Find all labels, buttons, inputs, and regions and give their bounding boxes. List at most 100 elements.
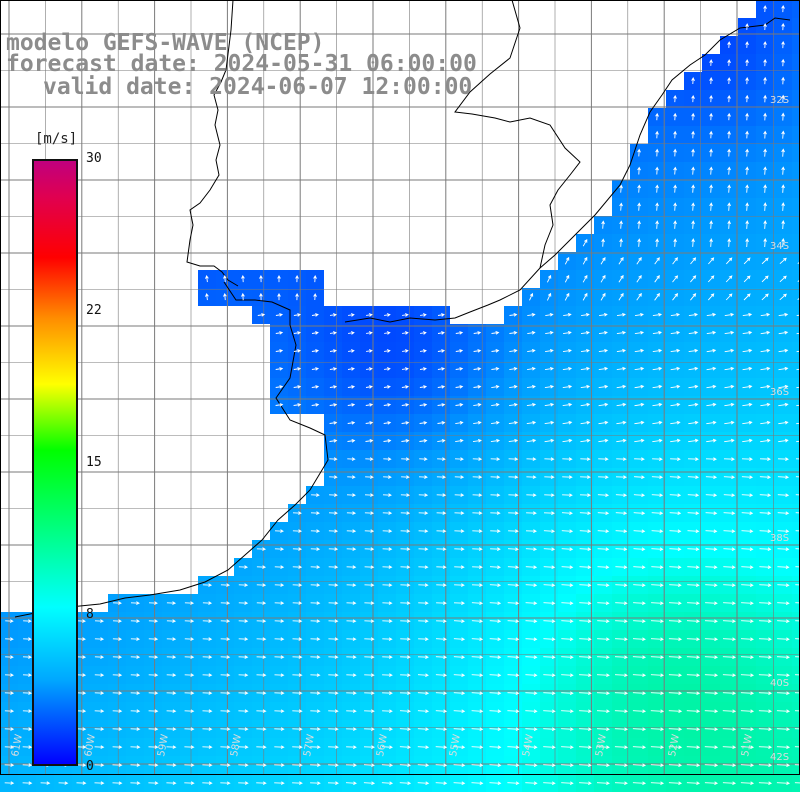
wind-arrow (455, 349, 464, 353)
wind-arrow (274, 619, 285, 623)
wind-arrow (238, 583, 249, 587)
wind-arrow (705, 565, 718, 570)
wind-arrow (564, 274, 570, 283)
wind-arrow (166, 601, 177, 605)
wind-arrow (722, 691, 737, 696)
wind-arrow (490, 475, 501, 479)
wind-arrow (508, 475, 519, 479)
wind-arrow (561, 547, 574, 552)
wind-arrow (202, 763, 213, 767)
wind-arrow (544, 402, 555, 407)
wind-arrow (112, 637, 123, 641)
wind-arrow (632, 745, 647, 750)
wind-arrow (722, 673, 737, 678)
wind-arrow (633, 529, 646, 534)
wind-arrow (256, 547, 267, 551)
wind-arrow (148, 709, 159, 713)
wind-arrow (489, 781, 502, 786)
wind-arrow (184, 673, 195, 677)
wind-arrow (724, 438, 735, 443)
wind-arrow (241, 274, 245, 283)
wind-arrow (580, 475, 591, 479)
wind-arrow (614, 691, 629, 696)
wind-arrow (329, 385, 338, 389)
wind-arrow (525, 745, 538, 750)
wind-arrow (634, 366, 645, 371)
wind-arrow (760, 348, 771, 353)
wind-arrow (704, 655, 719, 660)
wind-arrow (634, 420, 645, 425)
wind-speed-cell (792, 414, 800, 432)
wind-arrow (238, 619, 249, 623)
wind-arrow (709, 220, 713, 229)
wind-arrow (763, 76, 767, 85)
wind-arrow (274, 781, 285, 785)
wind-arrow (745, 166, 749, 175)
wind-arrow (655, 148, 659, 157)
wind-arrow (688, 384, 699, 389)
wind-arrow (759, 475, 772, 480)
wind-arrow (419, 457, 428, 461)
wind-arrow (670, 420, 681, 425)
wind-arrow (220, 709, 231, 713)
longitude-label: 58W (229, 733, 244, 757)
wind-speed-cell (792, 162, 800, 180)
wind-arrow (346, 511, 357, 515)
map-title-model: modelo GEFS-WAVE (NCEP) (6, 30, 325, 56)
wind-arrow (687, 493, 700, 498)
wind-arrow (453, 619, 465, 624)
wind-arrow (76, 745, 87, 749)
wind-arrow (437, 313, 445, 317)
wind-arrow (579, 565, 592, 570)
wind-arrow (763, 130, 767, 139)
wind-arrow (166, 727, 177, 731)
wind-arrow (651, 601, 664, 606)
wind-arrow (598, 384, 609, 389)
wind-arrow (740, 691, 755, 696)
wind-arrow (632, 637, 646, 642)
wind-arrow (293, 331, 302, 335)
wind-arrow (669, 565, 682, 570)
wind-arrow (543, 565, 556, 570)
wind-arrow (709, 77, 713, 85)
wind-arrow (650, 637, 664, 642)
wind-arrow (527, 330, 536, 335)
wind-arrow (794, 710, 800, 712)
wind-arrow (597, 637, 610, 642)
wind-vectors (4, 4, 800, 786)
wind-arrow (724, 402, 735, 407)
colorbar-tick-22: 22 (86, 303, 102, 318)
wind-arrow (745, 220, 749, 229)
wind-arrow (382, 655, 393, 659)
wind-arrow (705, 547, 718, 552)
wind-arrow (690, 293, 697, 301)
wind-arrow (202, 709, 213, 713)
wind-arrow (76, 709, 87, 713)
wind-arrow (759, 493, 772, 498)
wind-arrow (491, 420, 500, 425)
wind-arrow (238, 763, 249, 767)
wind-arrow (706, 312, 717, 317)
wind-arrow (220, 601, 231, 605)
wind-arrow (417, 763, 430, 768)
wind-arrow (22, 673, 32, 677)
wind-arrow (327, 781, 339, 785)
wind-arrow (399, 781, 412, 786)
wind-arrow (525, 781, 538, 786)
wind-arrow (383, 421, 392, 425)
wind-arrow (597, 655, 610, 660)
wind-arrow (313, 274, 317, 283)
wind-arrow (507, 781, 520, 786)
wind-speed-cell (792, 360, 800, 378)
wind-arrow (489, 673, 502, 678)
wind-arrow (759, 565, 772, 570)
wind-arrow (507, 691, 520, 696)
wind-arrow (777, 583, 790, 588)
wind-arrow (76, 619, 86, 623)
wind-arrow (795, 548, 800, 550)
wind-arrow (740, 655, 754, 660)
wind-arrow (580, 384, 591, 389)
wind-arrow (382, 601, 393, 605)
wind-arrow (184, 781, 195, 785)
wind-arrow (670, 330, 681, 335)
